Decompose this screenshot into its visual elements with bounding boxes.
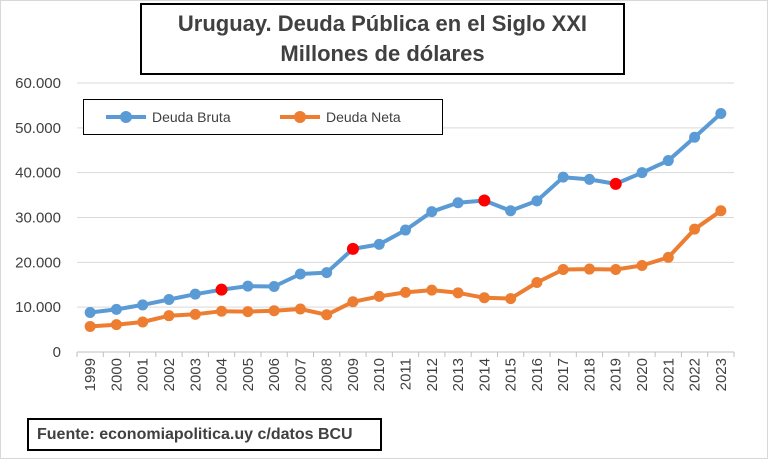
x-tick-label: 2001	[135, 358, 152, 391]
x-tick-label: 2003	[187, 358, 204, 391]
legend-swatch-deuda-neta	[280, 110, 320, 124]
x-tick-label: 2011	[398, 358, 415, 390]
data-point-deuda-bruta-2013	[452, 197, 464, 209]
data-point-deuda-bruta-2009	[346, 242, 359, 255]
y-tick-label: 10.000	[15, 299, 61, 316]
x-tick-label: 2002	[161, 358, 178, 391]
y-tick-label: 20.000	[15, 254, 61, 271]
x-tick-label: 2017	[555, 358, 572, 391]
data-point-deuda-bruta-2002	[163, 294, 175, 306]
x-tick-label: 2000	[108, 358, 125, 391]
data-point-deuda-neta-2004	[216, 305, 228, 317]
data-point-deuda-neta-2014	[478, 292, 490, 304]
y-tick-label: 0	[53, 344, 61, 361]
x-tick-label: 2018	[581, 358, 598, 391]
legend-label-deuda-bruta: Deuda Bruta	[152, 109, 231, 125]
data-point-deuda-bruta-2010	[373, 238, 385, 250]
x-tick-label: 2005	[240, 358, 257, 391]
x-tick-label: 2004	[214, 358, 231, 391]
data-point-deuda-neta-2022	[689, 223, 701, 235]
legend-swatch-deuda-bruta	[106, 110, 146, 124]
data-point-deuda-neta-2010	[373, 290, 385, 302]
chart-legend: Deuda Bruta Deuda Neta	[83, 99, 443, 135]
y-tick-label: 60.000	[15, 75, 61, 92]
x-tick-label: 2009	[345, 358, 362, 391]
x-tick-label: 2014	[476, 358, 493, 391]
chart-subtitle: Millones de dólares	[280, 41, 485, 66]
data-point-deuda-bruta-2014	[478, 194, 491, 207]
x-tick-label: 2020	[634, 358, 651, 391]
x-tick-label: 2019	[608, 358, 625, 391]
data-point-deuda-bruta-2018	[583, 173, 595, 185]
data-point-deuda-bruta-2003	[189, 288, 201, 300]
x-tick-label: 2008	[319, 358, 336, 391]
data-point-deuda-bruta-2008	[321, 267, 333, 279]
legend-label-deuda-neta: Deuda Neta	[326, 109, 401, 125]
data-point-deuda-bruta-1999	[84, 307, 96, 319]
data-point-deuda-neta-2015	[505, 293, 517, 305]
y-tick-label: 40.000	[15, 165, 61, 182]
source-note: Fuente: economiapolitica.uy c/datos BCU	[27, 418, 382, 451]
data-point-deuda-neta-2001	[137, 316, 149, 328]
x-tick-label: 2023	[713, 358, 730, 391]
data-point-deuda-bruta-2001	[137, 299, 149, 311]
y-tick-label: 50.000	[15, 120, 61, 137]
data-point-deuda-bruta-2022	[689, 131, 701, 143]
x-tick-label: 2010	[371, 358, 388, 391]
legend-item-deuda-bruta: Deuda Bruta	[106, 100, 231, 134]
data-point-deuda-bruta-2007	[294, 268, 306, 280]
data-point-deuda-bruta-2012	[426, 206, 438, 218]
data-point-deuda-neta-2008	[321, 309, 333, 321]
data-point-deuda-bruta-2017	[557, 171, 569, 183]
data-point-deuda-bruta-2004	[215, 283, 228, 296]
data-point-deuda-bruta-2019	[609, 177, 622, 190]
series-line-deuda-bruta	[88, 111, 723, 315]
source-text: Fuente: economiapolitica.uy c/datos BCU	[37, 425, 353, 443]
x-tick-label: 1999	[82, 358, 99, 391]
data-point-deuda-neta-2020	[636, 259, 648, 271]
data-point-deuda-neta-2017	[557, 264, 569, 276]
data-point-deuda-neta-2021	[662, 251, 674, 263]
data-point-deuda-bruta-2023	[715, 107, 727, 119]
data-point-deuda-bruta-2000	[110, 303, 122, 315]
data-point-deuda-neta-2012	[426, 284, 438, 296]
x-tick-label: 2006	[266, 358, 283, 391]
data-point-deuda-neta-2003	[189, 308, 201, 320]
data-point-deuda-neta-2002	[163, 310, 175, 322]
data-point-deuda-neta-2011	[400, 286, 411, 298]
x-tick-label: 2013	[450, 358, 467, 391]
x-tick-label: 2007	[292, 358, 309, 391]
x-tick-label: 2022	[687, 358, 704, 391]
chart-title: Uruguay. Deuda Pública en el Siglo XXI	[177, 11, 588, 36]
data-point-deuda-neta-2000	[110, 319, 122, 331]
data-point-deuda-neta-2018	[583, 263, 595, 275]
x-tick-label: 2021	[660, 358, 677, 391]
data-point-deuda-neta-2023	[715, 205, 727, 217]
data-point-deuda-bruta-2006	[268, 281, 280, 293]
data-point-deuda-neta-2009	[347, 296, 359, 308]
y-tick-label: 30.000	[15, 210, 61, 227]
data-point-deuda-neta-2016	[531, 277, 543, 289]
data-point-deuda-neta-2006	[268, 305, 280, 317]
legend-item-deuda-neta: Deuda Neta	[280, 100, 401, 134]
data-point-deuda-neta-2007	[294, 303, 306, 315]
x-tick-label: 2012	[424, 358, 441, 391]
data-point-deuda-neta-1999	[84, 320, 96, 332]
data-point-deuda-bruta-2021	[662, 155, 674, 167]
data-point-deuda-bruta-2011	[400, 224, 411, 236]
data-point-deuda-bruta-2015	[505, 205, 517, 217]
chart-title-box: Uruguay. Deuda Pública en el Siglo XXI M…	[140, 3, 625, 75]
data-point-deuda-neta-2013	[452, 287, 464, 299]
x-tick-label: 2016	[529, 358, 546, 391]
data-point-deuda-neta-2005	[242, 306, 254, 318]
data-point-deuda-bruta-2005	[242, 280, 254, 292]
x-tick-label: 2015	[503, 358, 520, 391]
data-point-deuda-bruta-2020	[636, 167, 648, 179]
data-point-deuda-neta-2019	[610, 264, 622, 276]
data-point-deuda-bruta-2016	[531, 195, 543, 207]
